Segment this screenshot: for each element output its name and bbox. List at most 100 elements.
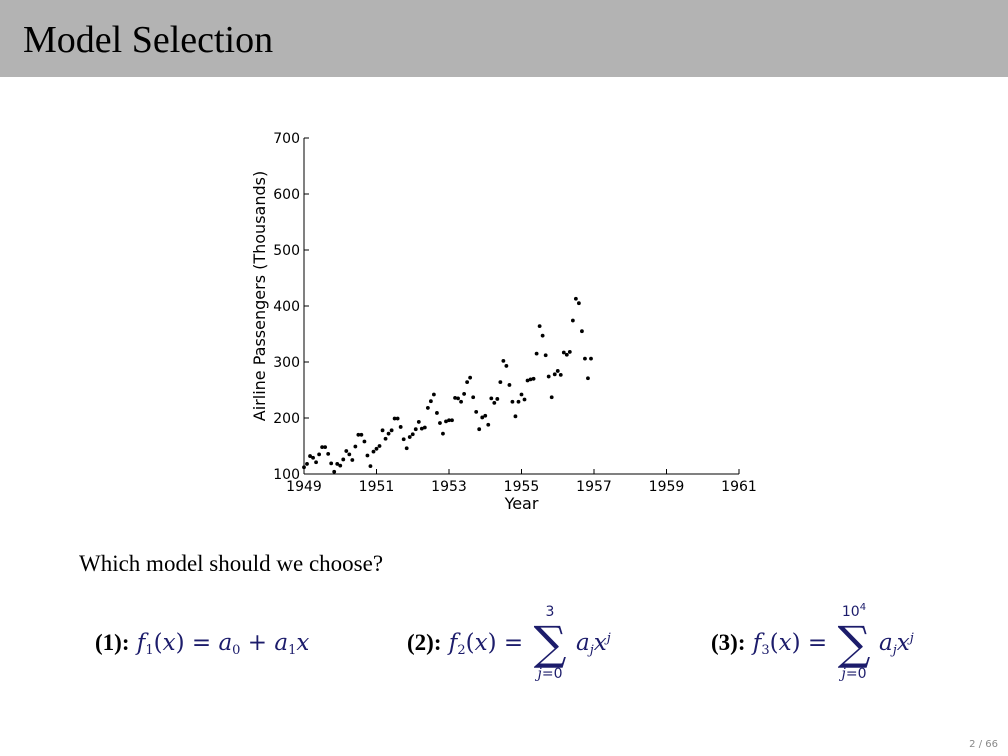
data-point [486,422,491,427]
data-point [431,392,436,397]
x-tick-label: 1949 [286,479,322,495]
data-point [438,421,442,425]
data-point [495,397,500,401]
data-point [377,444,382,448]
data-point [453,395,457,400]
data-point [525,378,530,383]
data-point [407,435,412,439]
formula-3-sum: 104 ∑ j=0 [832,600,876,682]
data-point [450,418,454,423]
y-tick-label: 700 [273,131,300,147]
formula-2-sum-lower: j=0 [537,666,563,682]
data-point [422,425,427,430]
data-point [558,372,563,377]
data-point [332,469,337,474]
data-point [323,445,328,450]
data-point [368,464,373,469]
formula-2-sum: 3 ∑ j=0 [528,604,572,682]
data-point [477,427,482,432]
data-point [380,428,385,433]
formula-3-label: (3): [711,630,746,655]
data-point [317,452,322,457]
data-point [344,449,349,453]
data-point [302,465,306,470]
x-tick-label: 1955 [504,479,540,495]
data-point [549,395,554,400]
data-point [410,432,415,437]
data-point [371,449,376,454]
data-point [447,418,451,423]
data-point [347,452,352,457]
data-point [516,399,521,404]
x-tick-label: 1957 [576,479,612,495]
question-text: Which model should we choose? [79,551,384,576]
data-point [480,415,485,420]
data-point [483,413,488,418]
data-point [489,396,494,401]
y-axis-label: Airline Passengers (Thousands) [250,171,269,421]
data-point [462,392,467,396]
formula-1-label: (1): [95,630,130,655]
formula-3-sum-lower: j=0 [841,666,867,682]
data-point [404,446,409,451]
data-point [356,432,361,437]
data-point [537,324,542,329]
data-point [353,444,358,449]
formula-3: (3): f3(x) = [711,630,828,658]
data-point [444,419,448,424]
data-point [513,414,518,419]
data-point [359,432,364,437]
data-point [329,461,334,466]
data-point [413,427,418,432]
data-point [528,377,533,382]
data-point [498,380,503,385]
data-point [398,425,403,429]
data-point [531,376,536,381]
data-point [561,350,566,355]
data-point [540,333,545,338]
data-point [383,436,388,441]
page-number: 2 / 66 [969,739,998,750]
data-point [435,411,439,415]
data-point [546,374,551,379]
formula-3-term: ajxj [879,630,914,658]
data-point [326,451,331,456]
y-tick-label: 100 [273,467,300,483]
x-tick-label: 1961 [721,479,757,495]
data-point [492,400,497,405]
data-point [564,352,569,357]
data-point [441,431,445,436]
data-point [456,396,460,401]
data-point [416,420,421,424]
data-point [338,463,343,468]
data-point [552,372,557,377]
y-tick-label: 300 [273,355,300,371]
data-point [395,416,400,421]
y-tick-label: 200 [273,411,300,427]
data-point [389,428,394,433]
data-point [350,458,355,462]
data-point [534,351,539,356]
data-point [583,356,587,361]
data-point [573,296,578,301]
data-point [576,301,581,306]
data-point [567,350,572,354]
data-points [302,296,593,474]
data-point [374,446,379,451]
y-tick-label: 500 [273,243,300,259]
data-point [311,455,315,460]
data-point [468,375,473,380]
data-point [320,445,325,450]
y-tick-label: 600 [273,187,300,203]
data-point [501,358,506,363]
data-point [543,353,548,358]
title-bar [0,0,1008,77]
data-point [465,380,470,385]
data-point [392,416,397,421]
data-point [510,399,515,404]
data-point [314,460,318,465]
data-point [428,399,433,404]
data-point [459,399,463,404]
data-point [507,383,512,387]
slide-title: Model Selection [23,19,274,61]
